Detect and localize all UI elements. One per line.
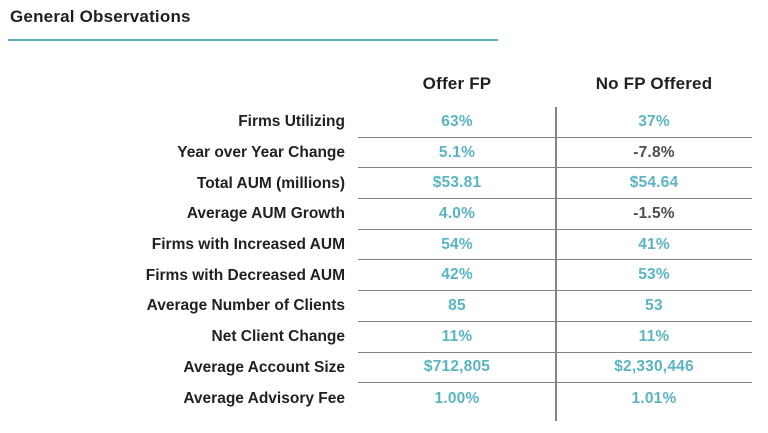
header-spacer: [0, 70, 358, 107]
row-label: Average Advisory Fee: [183, 389, 345, 407]
value-cell: 1.01%: [631, 389, 677, 407]
row-label: Average Number of Clients: [146, 297, 345, 315]
value-cell: 41%: [638, 235, 670, 253]
table-row: Firms Utilizing 63% 37%: [0, 107, 752, 138]
column-header-offer-fp: Offer FP: [422, 74, 492, 93]
row-label: Year over Year Change: [177, 144, 345, 162]
table-header-row: Offer FP No FP Offered: [0, 70, 752, 107]
value-cell: 1.00%: [434, 389, 480, 407]
value-cell: 42%: [441, 266, 473, 284]
row-label: Firms Utilizing: [238, 113, 345, 131]
row-label: Firms with Decreased AUM: [145, 266, 345, 284]
value-cell: 11%: [638, 327, 670, 345]
table-row: Average Advisory Fee 1.00% 1.01%: [0, 383, 752, 414]
row-label: Average AUM Growth: [186, 205, 345, 223]
value-cell: -1.5%: [633, 204, 675, 222]
value-cell: 63%: [441, 112, 473, 130]
value-cell: $53.81: [432, 174, 482, 192]
observations-table: Offer FP No FP Offered Firms Utilizing 6…: [0, 70, 752, 414]
value-cell: 5.1%: [438, 143, 476, 161]
table-row: Average Number of Clients 85 53: [0, 291, 752, 322]
value-cell: $712,805: [423, 358, 491, 376]
value-cell: $54.64: [629, 174, 679, 192]
value-cell: -7.8%: [633, 143, 675, 161]
table-row: Total AUM (millions) $53.81 $54.64: [0, 168, 752, 200]
table-row: Firms with Decreased AUM 42% 53%: [0, 260, 752, 292]
row-label: Average Account Size: [183, 358, 345, 376]
title-underline-rule: [8, 39, 498, 42]
table-row: Average Account Size $712,805 $2,330,446: [0, 353, 752, 384]
value-cell: 4.0%: [438, 204, 476, 222]
row-label: Net Client Change: [211, 328, 345, 346]
page-title: General Observations: [10, 7, 191, 26]
table-row: Year over Year Change 5.1% -7.8%: [0, 138, 752, 169]
row-label: Firms with Increased AUM: [151, 236, 345, 254]
column-header-no-fp-offered: No FP Offered: [595, 74, 713, 93]
value-cell: 85: [448, 296, 466, 314]
table-row: Firms with Increased AUM 54% 41%: [0, 230, 752, 261]
column-divider-line: [555, 107, 557, 421]
row-label: Total AUM (millions): [196, 174, 345, 192]
row-values: 1.00% 1.01%: [358, 383, 752, 414]
table-row: Net Client Change 11% 11%: [0, 322, 752, 353]
table-row: Average AUM Growth 4.0% -1.5%: [0, 199, 752, 230]
value-cell: 54%: [441, 235, 473, 253]
value-cell: 11%: [441, 327, 473, 345]
value-cell: 37%: [638, 112, 670, 130]
value-cell: $2,330,446: [614, 358, 694, 376]
value-cell: 53%: [638, 266, 670, 284]
value-cell: 53: [645, 296, 663, 314]
